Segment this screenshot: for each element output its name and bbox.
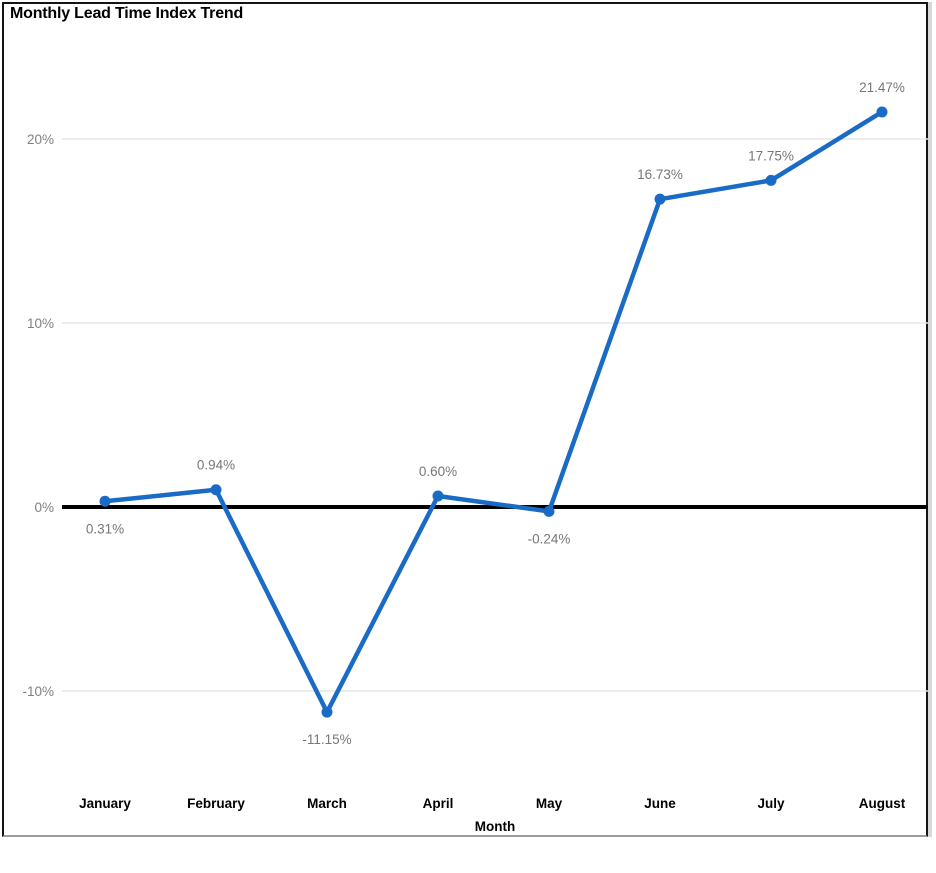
data-point-january[interactable] bbox=[99, 495, 111, 507]
x-tick-label-august: August bbox=[859, 796, 906, 811]
x-tick-label-june: June bbox=[644, 796, 676, 811]
trend-line bbox=[102, 109, 885, 715]
y-tick-label: 10% bbox=[27, 316, 54, 331]
data-label-june: 16.73% bbox=[637, 167, 683, 182]
y-tick-label: 20% bbox=[27, 132, 54, 147]
data-point-april[interactable] bbox=[432, 490, 444, 502]
x-tick-label-may: May bbox=[536, 796, 563, 811]
data-label-august: 21.47% bbox=[859, 80, 905, 95]
x-axis-title: Month bbox=[474, 819, 516, 834]
y-tick-label: 0% bbox=[34, 500, 54, 515]
data-point-july[interactable] bbox=[765, 174, 777, 186]
data-label-april: 0.60% bbox=[419, 464, 457, 479]
x-tick-label-april: April bbox=[423, 796, 454, 811]
data-label-february: 0.94% bbox=[197, 458, 235, 473]
data-point-march[interactable] bbox=[321, 706, 333, 718]
data-label-may: -0.24% bbox=[528, 531, 571, 546]
x-tick-label-january: January bbox=[79, 796, 131, 811]
data-point-february[interactable] bbox=[210, 484, 222, 496]
data-point-august[interactable] bbox=[876, 106, 888, 118]
y-tick-label: -10% bbox=[22, 684, 54, 699]
x-tick-label-february: February bbox=[187, 796, 245, 811]
data-label-january: 0.31% bbox=[86, 521, 124, 536]
data-label-july: 17.75% bbox=[748, 148, 794, 163]
data-point-may[interactable] bbox=[543, 505, 555, 517]
data-label-march: -11.15% bbox=[302, 732, 351, 747]
data-point-june[interactable] bbox=[654, 193, 666, 205]
chart-title: Monthly Lead Time Index Trend bbox=[10, 5, 244, 22]
x-tick-label-march: March bbox=[307, 796, 347, 811]
chart-container bbox=[2, 2, 928, 837]
x-tick-label-july: July bbox=[757, 796, 785, 811]
